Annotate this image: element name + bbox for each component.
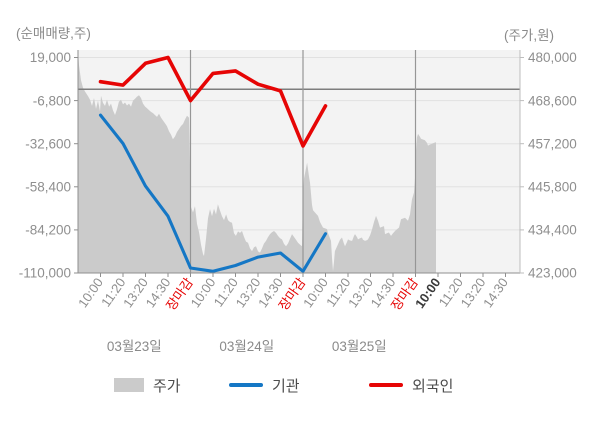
date-label: 03월23일 [107,339,162,354]
x-axis-tick-label: 10:00 [75,275,106,310]
legend-label-institution: 기관 [272,377,300,395]
left-axis-tick-label: -6,800 [33,93,71,108]
foreigner-line-swatch [369,383,403,387]
right-axis-tick-label: 423,000 [528,266,577,281]
x-axis-tick-label: 10:00 [188,275,219,310]
x-axis-tick-label: 10:00 [412,275,443,311]
chart-legend: 주가 기관 외국인 [0,375,600,395]
left-axis-title: (순매매량,주) [16,26,91,41]
right-axis-tick-label: 445,800 [528,180,577,195]
right-axis-tick-label: 480,000 [528,50,577,65]
left-axis-tick-label: -32,600 [25,136,71,151]
right-axis-tick-label: 468,600 [528,93,577,108]
date-label: 03월24일 [219,339,274,354]
institution-line [98,113,328,273]
legend-label-foreigner: 외국인 [412,377,454,395]
institution-line-swatch [229,383,263,387]
x-axis-tick-label: 10:00 [300,275,331,310]
left-axis-tick-label: 19,000 [30,50,71,65]
legend-item-foreigner: 외국인 [369,375,453,395]
foreigner-line [98,55,328,148]
left-axis-tick-label: -110,000 [19,266,71,281]
x-axis-tick-label: 14:30 [480,275,511,310]
date-label: 03월25일 [332,339,387,354]
price-area-swatch [114,378,144,392]
legend-label-price: 주가 [153,377,181,395]
left-axis-tick-label: -84,200 [25,223,71,238]
legend-item-institution: 기관 [229,375,300,395]
right-axis-tick-label: 457,200 [528,136,577,151]
legend-item-price: 주가 [114,375,181,395]
right-axis-tick-label: 434,400 [528,223,577,238]
left-axis-tick-label: -58,400 [25,180,71,195]
right-axis-title: (주가,원) [504,28,555,43]
